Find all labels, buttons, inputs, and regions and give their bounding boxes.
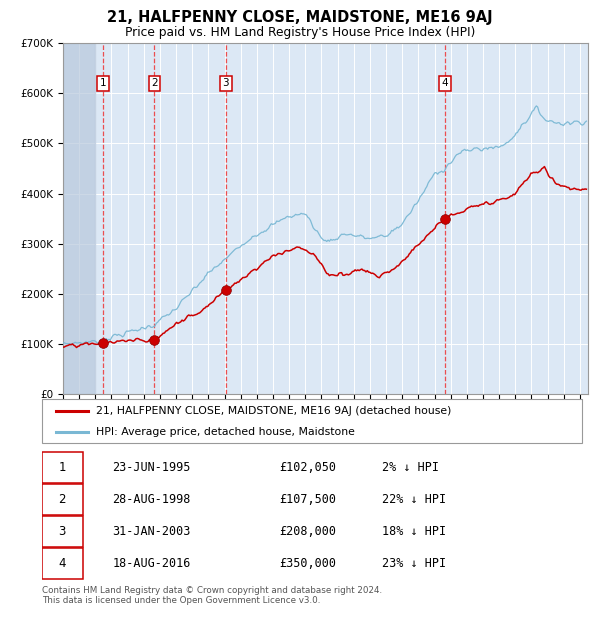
Text: 4: 4 — [442, 79, 448, 89]
Text: 21, HALFPENNY CLOSE, MAIDSTONE, ME16 9AJ: 21, HALFPENNY CLOSE, MAIDSTONE, ME16 9AJ — [107, 10, 493, 25]
Text: 4: 4 — [58, 557, 66, 570]
Text: 2: 2 — [151, 79, 158, 89]
FancyBboxPatch shape — [42, 453, 83, 483]
Text: Contains HM Land Registry data © Crown copyright and database right 2024.
This d: Contains HM Land Registry data © Crown c… — [42, 586, 382, 605]
Bar — [63, 43, 95, 394]
Text: £350,000: £350,000 — [280, 557, 337, 570]
Text: 3: 3 — [58, 525, 65, 538]
Text: £102,050: £102,050 — [280, 461, 337, 474]
Text: 18-AUG-2016: 18-AUG-2016 — [112, 557, 191, 570]
FancyBboxPatch shape — [42, 484, 83, 515]
Text: 1: 1 — [58, 461, 66, 474]
Text: 1: 1 — [100, 79, 106, 89]
Text: 23% ↓ HPI: 23% ↓ HPI — [382, 557, 446, 570]
Text: £208,000: £208,000 — [280, 525, 337, 538]
Text: 18% ↓ HPI: 18% ↓ HPI — [382, 525, 446, 538]
Text: 21, HALFPENNY CLOSE, MAIDSTONE, ME16 9AJ (detached house): 21, HALFPENNY CLOSE, MAIDSTONE, ME16 9AJ… — [96, 405, 451, 416]
Text: 28-AUG-1998: 28-AUG-1998 — [112, 494, 191, 506]
FancyBboxPatch shape — [42, 399, 582, 443]
Text: 3: 3 — [223, 79, 229, 89]
Text: 31-JAN-2003: 31-JAN-2003 — [112, 525, 191, 538]
Bar — [63, 43, 95, 394]
Text: 2: 2 — [58, 494, 66, 506]
Text: HPI: Average price, detached house, Maidstone: HPI: Average price, detached house, Maid… — [96, 427, 355, 437]
Text: £107,500: £107,500 — [280, 494, 337, 506]
Text: Price paid vs. HM Land Registry's House Price Index (HPI): Price paid vs. HM Land Registry's House … — [125, 26, 475, 38]
Text: 22% ↓ HPI: 22% ↓ HPI — [382, 494, 446, 506]
Text: 23-JUN-1995: 23-JUN-1995 — [112, 461, 191, 474]
Text: 2% ↓ HPI: 2% ↓ HPI — [382, 461, 439, 474]
FancyBboxPatch shape — [42, 516, 83, 547]
FancyBboxPatch shape — [42, 548, 83, 579]
